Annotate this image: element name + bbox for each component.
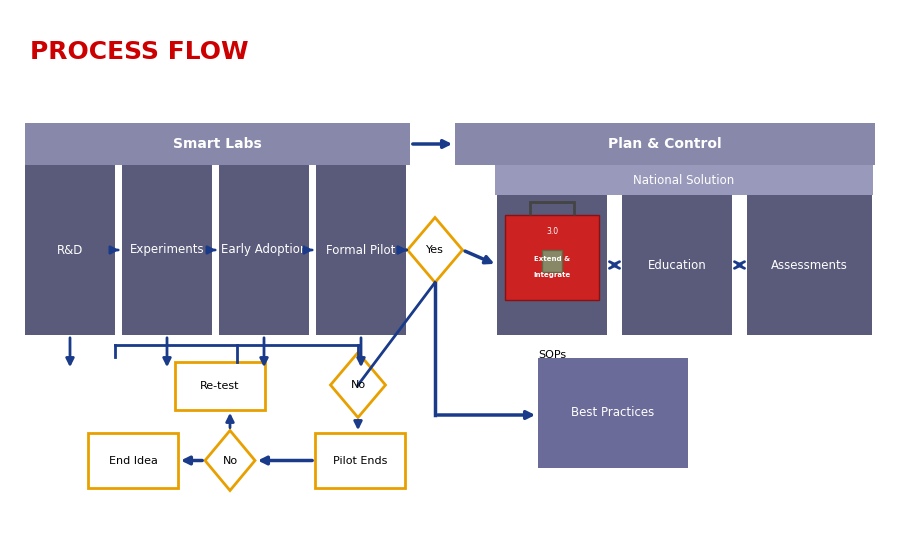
FancyBboxPatch shape: [622, 195, 732, 335]
Text: SOPs: SOPs: [538, 350, 566, 360]
FancyBboxPatch shape: [316, 165, 406, 335]
FancyBboxPatch shape: [747, 195, 872, 335]
Text: National Solution: National Solution: [634, 173, 734, 186]
FancyBboxPatch shape: [25, 165, 115, 335]
FancyBboxPatch shape: [495, 165, 873, 195]
Text: Smart Labs: Smart Labs: [173, 137, 262, 151]
Text: 3.0: 3.0: [546, 227, 558, 236]
Text: Pilot Ends: Pilot Ends: [333, 455, 387, 465]
Text: No: No: [350, 380, 365, 390]
FancyBboxPatch shape: [505, 215, 599, 300]
FancyBboxPatch shape: [542, 250, 562, 272]
FancyBboxPatch shape: [122, 165, 212, 335]
Text: No: No: [222, 455, 238, 465]
FancyBboxPatch shape: [25, 123, 410, 165]
FancyBboxPatch shape: [538, 358, 688, 468]
Text: Education: Education: [648, 258, 706, 272]
Text: PROCESS FLOW: PROCESS FLOW: [30, 40, 248, 64]
Polygon shape: [205, 431, 255, 491]
Text: Best Practices: Best Practices: [572, 406, 654, 420]
Text: Yes: Yes: [426, 245, 444, 255]
Text: Extend &: Extend &: [534, 256, 570, 262]
Polygon shape: [408, 217, 463, 283]
Text: Plan & Control: Plan & Control: [608, 137, 722, 151]
Text: Experiments: Experiments: [130, 244, 204, 256]
FancyBboxPatch shape: [219, 165, 309, 335]
FancyBboxPatch shape: [175, 362, 265, 410]
FancyBboxPatch shape: [88, 433, 178, 488]
Text: Formal Pilot: Formal Pilot: [327, 244, 396, 256]
Text: Integrate: Integrate: [534, 272, 571, 278]
Text: End Idea: End Idea: [109, 455, 158, 465]
Text: Assessments: Assessments: [771, 258, 848, 272]
FancyBboxPatch shape: [497, 195, 607, 335]
Text: Re-test: Re-test: [201, 381, 239, 391]
FancyBboxPatch shape: [455, 123, 875, 165]
FancyBboxPatch shape: [315, 433, 405, 488]
Text: Early Adoption: Early Adoption: [220, 244, 307, 256]
Polygon shape: [330, 353, 385, 417]
Text: R&D: R&D: [57, 244, 83, 256]
